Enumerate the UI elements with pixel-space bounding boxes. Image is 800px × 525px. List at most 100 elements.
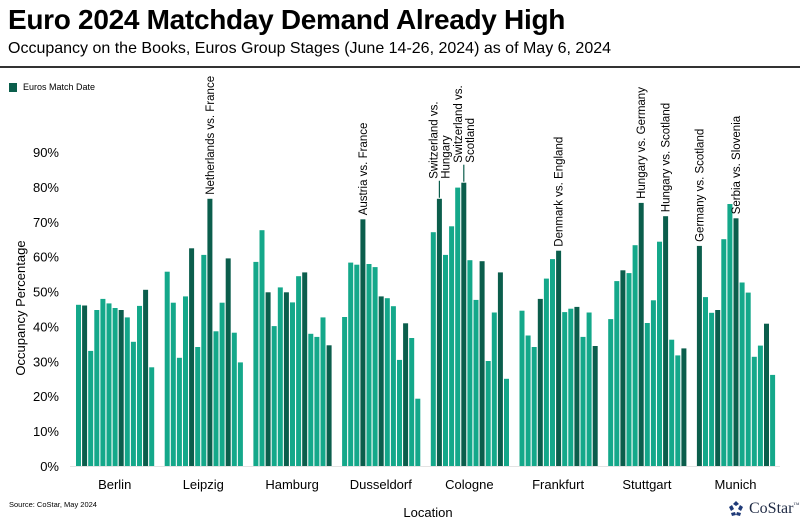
costar-logo: CoStar™: [727, 500, 799, 518]
bar: [721, 239, 727, 466]
bar: [384, 298, 390, 466]
bar: [504, 378, 509, 466]
match-annotation: Switzerland vs.: [428, 101, 440, 178]
costar-wordmark: CoStar™: [749, 500, 800, 517]
y-axis-label: Occupancy Percentage: [13, 240, 28, 375]
bar: [164, 271, 170, 466]
bar: [455, 187, 461, 466]
x-axis-label: Location: [403, 505, 452, 520]
bar: [608, 319, 614, 466]
bar: [727, 204, 733, 466]
bar: [314, 336, 320, 466]
bar-match-date: [143, 289, 149, 466]
bar: [342, 317, 348, 466]
legend: Euros Match Date: [9, 82, 95, 92]
x-tick-label: Cologne: [445, 477, 493, 492]
bar: [709, 312, 715, 466]
bar: [271, 326, 277, 466]
bar: [296, 276, 302, 466]
bar: [757, 345, 763, 466]
y-tick-label: 60%: [33, 250, 59, 265]
legend-swatch-match-date: [9, 82, 17, 92]
bar: [100, 298, 106, 466]
bar: [170, 302, 176, 466]
x-tick-label: Berlin: [98, 477, 131, 492]
bar: [644, 323, 650, 466]
y-tick-label: 50%: [33, 285, 59, 300]
bar: [580, 336, 586, 466]
match-annotation: Austria vs. France: [358, 123, 370, 216]
bar: [397, 359, 402, 466]
bar-match-date: [265, 292, 271, 466]
match-annotation: Netherlands vs. France: [205, 76, 217, 195]
bar-match-date: [764, 323, 769, 466]
bar-match-date: [497, 272, 503, 466]
bar: [195, 347, 201, 466]
bar-match-date: [592, 346, 598, 466]
chart-title: Euro 2024 Matchday Demand Already High: [8, 4, 566, 35]
bar: [354, 264, 360, 466]
bar: [137, 305, 142, 466]
bar-match-date: [436, 198, 442, 467]
bar-match-date: [461, 182, 467, 466]
x-axis-ticks: Berlin Leipzig Hamburg Dusseldorf Cologne Fra…: [98, 477, 756, 492]
bar-match-date: [638, 202, 644, 466]
bar: [201, 254, 207, 466]
bar: [531, 347, 537, 466]
bar: [277, 287, 283, 466]
bar: [632, 245, 638, 466]
bar: [231, 332, 237, 466]
bar-match-date: [574, 306, 580, 466]
bar: [473, 299, 479, 466]
bar: [586, 312, 592, 466]
bar: [290, 302, 295, 466]
chart-subtitle: Occupancy on the Books, Euros Group Stag…: [8, 40, 612, 57]
bar: [320, 317, 326, 466]
bar: [237, 362, 243, 466]
legend-label: Euros Match Date: [23, 82, 96, 92]
bar-match-date: [378, 296, 384, 466]
x-tick-label: Dusseldorf: [350, 477, 413, 492]
y-tick-label: 10%: [33, 424, 59, 439]
bar: [568, 308, 574, 466]
bar-match-date: [556, 250, 562, 466]
match-annotation: Switzerland vs.: [453, 85, 465, 162]
bar: [430, 232, 436, 466]
y-tick-label: 80%: [33, 180, 59, 195]
bar: [112, 308, 118, 466]
bar: [124, 317, 130, 466]
bar: [626, 273, 632, 466]
bar: [669, 339, 675, 466]
bar: [745, 292, 751, 466]
x-tick-label: Munich: [715, 477, 757, 492]
bar: [770, 374, 776, 466]
bar-match-date: [733, 218, 739, 466]
bar: [467, 260, 473, 466]
bar: [543, 278, 549, 466]
match-annotation: Hungary: [440, 135, 452, 179]
bar: [390, 306, 396, 466]
bar-match-date: [696, 245, 702, 466]
bar-match-date: [82, 305, 88, 466]
x-tick-label: Hamburg: [265, 477, 318, 492]
bar: [253, 261, 259, 466]
bar: [449, 226, 455, 466]
annotations: Netherlands vs. France Austria vs. France…: [205, 76, 743, 247]
header-divider: [0, 66, 800, 68]
bar: [485, 361, 491, 466]
bar: [614, 281, 620, 466]
bar: [675, 355, 681, 466]
bar: [213, 331, 219, 466]
y-tick-label: 90%: [33, 145, 59, 160]
match-annotation: Denmark vs. England: [554, 137, 566, 247]
bar: [657, 241, 662, 466]
bar: [443, 254, 448, 466]
bar-match-date: [715, 310, 721, 466]
bar-match-date: [189, 248, 195, 466]
match-annotation: Serbia vs. Slovenia: [731, 115, 743, 214]
bar-match-date: [681, 348, 687, 466]
bar: [650, 300, 656, 466]
bar-match-date: [403, 323, 409, 466]
bar-match-date: [479, 261, 485, 466]
